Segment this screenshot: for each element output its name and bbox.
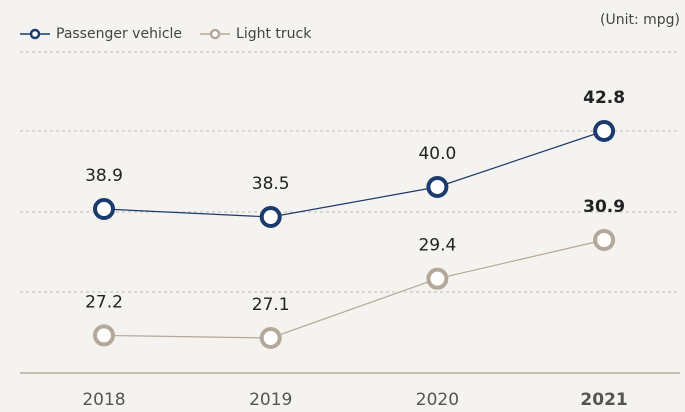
unit-label: (Unit: mpg) <box>600 12 680 28</box>
data-label: 38.5 <box>252 174 290 194</box>
data-label: 27.1 <box>252 295 290 315</box>
data-point <box>259 206 282 228</box>
legend-label: Passenger vehicle <box>56 26 182 42</box>
x-tick-label: 2019 <box>249 390 292 410</box>
x-tick-label: 2018 <box>82 390 125 410</box>
data-point <box>259 327 282 349</box>
data-label: 40.0 <box>418 144 456 164</box>
series-line <box>103 130 605 218</box>
legend-marker <box>29 28 41 40</box>
data-label: 42.8 <box>583 88 625 108</box>
data-label: 30.9 <box>583 197 625 217</box>
data-point <box>93 324 115 347</box>
data-point <box>593 120 616 142</box>
x-tick-label: 2021 <box>580 390 627 410</box>
data-label: 38.9 <box>85 166 123 186</box>
data-point <box>426 176 449 198</box>
data-point <box>93 198 115 220</box>
data-label: 29.4 <box>418 236 456 256</box>
legend-marker <box>209 28 221 40</box>
data-point <box>426 267 449 290</box>
data-point <box>593 229 616 251</box>
x-tick-label: 2020 <box>416 390 459 410</box>
legend-label: Light truck <box>236 26 312 42</box>
series-line <box>103 239 605 339</box>
data-label: 27.2 <box>85 292 123 312</box>
